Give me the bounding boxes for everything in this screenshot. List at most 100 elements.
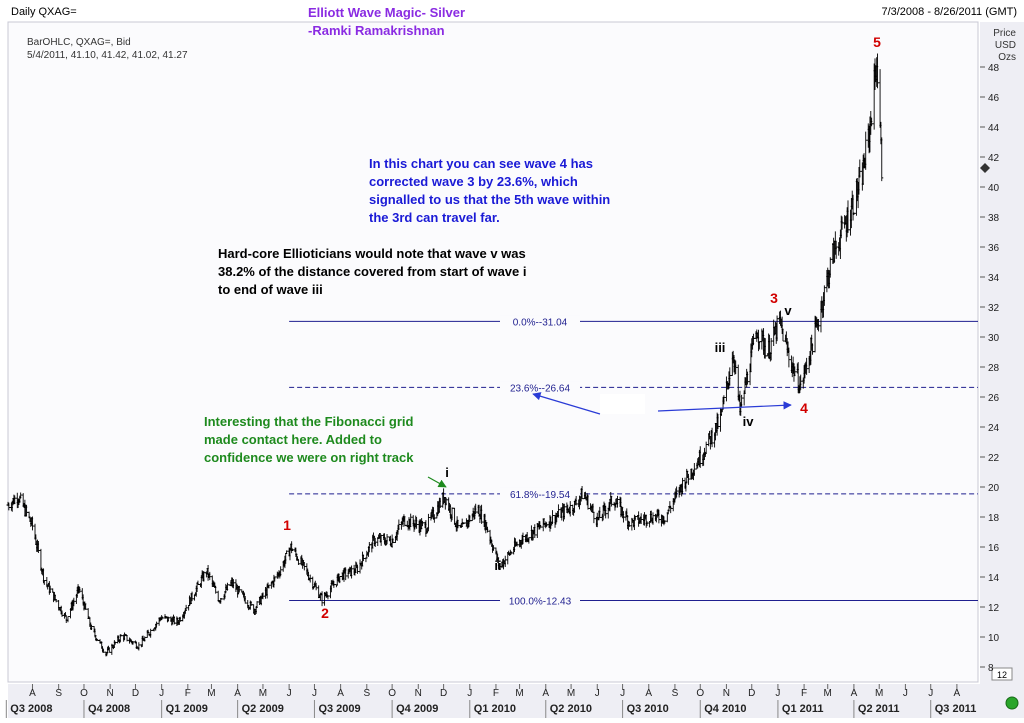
wave-label-minor: iii: [715, 340, 726, 355]
wave-label-minor: v: [784, 303, 792, 318]
y-tick-label: 44: [988, 123, 1000, 134]
fib-label-background: [500, 315, 580, 328]
y-tick-label: 22: [988, 453, 1000, 464]
blue-note-line: corrected wave 3 by 23.6%, which: [369, 174, 578, 189]
y-tick-label: 28: [988, 363, 1000, 374]
x-month-label: A: [29, 688, 36, 699]
x-month-label: N: [415, 688, 422, 699]
x-axis: A S O N D J F M A M J J A S O N D J F M A M J J A S O N D J F M A M J J A Q3 …: [5, 684, 976, 718]
annotations: In this chart you can see wave 4 has cor…: [204, 156, 792, 488]
last-price-marker: [980, 162, 990, 173]
x-month-label: M: [259, 688, 267, 699]
x-quarter-label: Q2 2009: [242, 703, 284, 715]
chart-author: -Ramki Ramakrishnan: [308, 23, 445, 38]
x-month-label: J: [928, 688, 933, 699]
x-quarter-label: Q4 2010: [704, 703, 746, 715]
series-info: BarOHLC, QXAG=, Bid: [27, 37, 131, 48]
y-tick-label: 48: [988, 63, 1000, 74]
x-month-label: M: [824, 688, 832, 699]
y-tick-label: 34: [988, 273, 1000, 284]
status-icon[interactable]: [1005, 696, 1019, 710]
wave-label-major: 3: [770, 290, 778, 306]
x-month-label: J: [620, 688, 625, 699]
x-month-label: S: [55, 688, 62, 699]
x-month-label: J: [287, 688, 292, 699]
fib-level-label: 100.0%-12.43: [509, 597, 572, 608]
x-month-label: A: [337, 688, 344, 699]
x-month-label: F: [185, 688, 191, 699]
y-tick-label: 14: [988, 573, 1000, 584]
blue-note-line: the 3rd can travel far.: [369, 210, 500, 225]
y-tick-label: 26: [988, 393, 1000, 404]
price-bars: [6, 53, 884, 657]
wave-label-major: 1: [283, 517, 291, 533]
corner-badge-frame: [991, 667, 1013, 681]
x-month-label: A: [954, 688, 961, 699]
x-month-label: O: [80, 688, 88, 699]
y-tick-label: 46: [988, 93, 1000, 104]
x-month-label: M: [207, 688, 215, 699]
wave-label-minor: ii: [494, 558, 501, 573]
blue-note-line: signalled to us that the 5th wave within: [369, 192, 610, 207]
fib-level-label: 0.0%--31.04: [513, 317, 568, 328]
x-month-label: D: [132, 688, 139, 699]
x-month-label: F: [801, 688, 807, 699]
wave-label-major: 4: [800, 400, 808, 416]
corner-badge: 12: [997, 670, 1007, 680]
x-month-label: O: [696, 688, 704, 699]
x-quarter-label: Q2 2010: [550, 703, 592, 715]
y-tick-label: 18: [988, 513, 1000, 524]
y-tick-label: 42: [988, 153, 1000, 164]
y-tick-label: 38: [988, 213, 1000, 224]
symbol-label: Daily QXAG=: [11, 6, 77, 18]
wave-label-major: 2: [321, 605, 329, 621]
y-axis-panel: [980, 22, 1024, 684]
label-mask: [600, 394, 645, 414]
x-month-label: N: [723, 688, 730, 699]
fibonacci-grid: 0.0%--31.04 23.6%--26.64 61.8%--19.54 100.0…: [289, 315, 978, 608]
fib-label-background: [500, 594, 580, 607]
x-month-label: A: [851, 688, 858, 699]
currency-unit-label: USD: [995, 40, 1016, 51]
black-note-line: Hard-core Ellioticians would note that w…: [218, 246, 526, 261]
y-tick-label: 32: [988, 303, 1000, 314]
y-tick-label: 10: [988, 633, 1000, 644]
green-note-line: confidence we were on right track: [204, 450, 414, 465]
black-note-line: 38.2% of the distance covered from start…: [218, 264, 527, 279]
x-month-label: A: [542, 688, 549, 699]
x-quarter-label: Q3 2010: [627, 703, 669, 715]
black-note-line: to end of wave iii: [218, 282, 323, 297]
wave-label-major: 5: [873, 34, 881, 50]
x-month-label: O: [388, 688, 396, 699]
x-quarter-label: Q4 2008: [88, 703, 130, 715]
y-tick-label: 24: [988, 423, 1000, 434]
y-tick-label: 20: [988, 483, 1000, 494]
x-quarter-label: Q3 2008: [10, 703, 52, 715]
x-month-label: J: [467, 688, 472, 699]
y-tick-label: 12: [988, 603, 1000, 614]
x-month-label: A: [645, 688, 652, 699]
x-month-label: M: [875, 688, 883, 699]
x-month-label: J: [775, 688, 780, 699]
arrow-to-wave-i: [427, 476, 447, 488]
y-tick-label: 30: [988, 333, 1000, 344]
x-quarter-label: Q1 2010: [474, 703, 516, 715]
wave-label-minor: i: [445, 465, 449, 480]
price-unit-label: Price: [993, 28, 1016, 39]
x-axis-panel: [8, 684, 1024, 718]
x-month-label: N: [107, 688, 114, 699]
x-month-label: M: [567, 688, 575, 699]
blue-note-line: In this chart you can see wave 4 has: [369, 156, 593, 171]
y-tick-label: 36: [988, 243, 1000, 254]
weight-unit-label: Ozs: [998, 52, 1016, 63]
arrow-to-wave-4: [657, 401, 792, 412]
chart-title: Elliott Wave Magic- Silver: [308, 5, 465, 20]
x-quarter-label: Q2 2011: [858, 703, 900, 715]
y-tick-label: 8: [988, 663, 994, 674]
last-bar-info: 5/4/2011, 41.10, 41.42, 41.02, 41.27: [27, 50, 188, 61]
x-month-label: A: [234, 688, 241, 699]
x-month-label: D: [440, 688, 447, 699]
x-month-label: F: [493, 688, 499, 699]
